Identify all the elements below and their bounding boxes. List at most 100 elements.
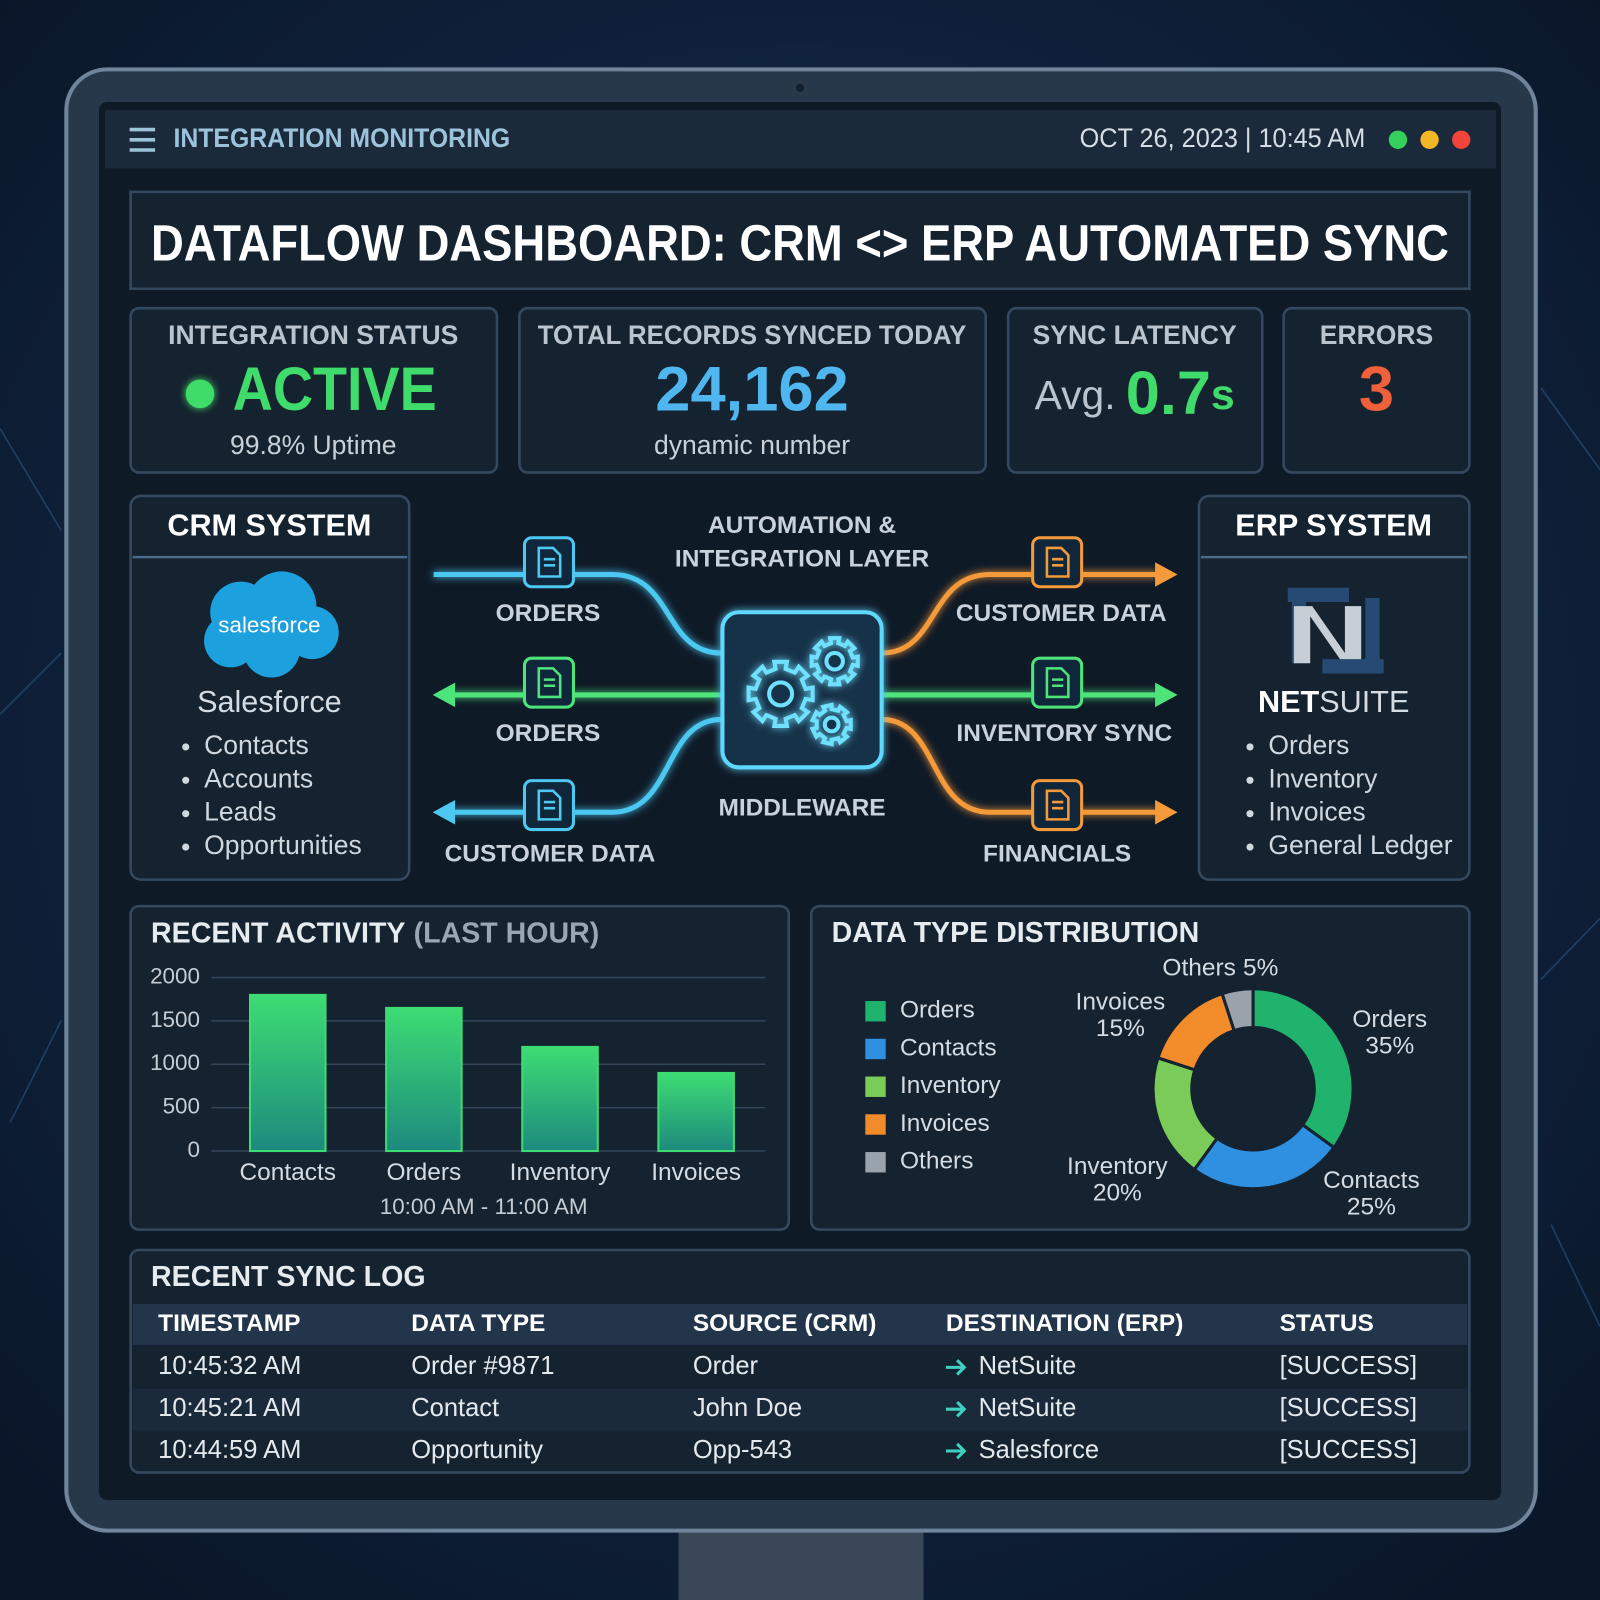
flow-icons [522, 536, 1084, 832]
kpi-card [1282, 306, 1471, 474]
camera [795, 83, 805, 92]
kpi-label: SYNC LATENCY [1033, 320, 1237, 350]
list-item: Orders [1268, 730, 1349, 760]
donut-segment [1251, 987, 1355, 1150]
gear [809, 702, 853, 747]
column-header: STATUS [1280, 1310, 1374, 1337]
name-rest: SUITE [1319, 685, 1409, 719]
legend-swatch[interactable] [865, 1152, 886, 1173]
bar [385, 1006, 463, 1153]
donut-chart: DATA TYPE DISTRIBUTION Orders Contacts Inve… [832, 917, 1428, 1220]
kpi-label: TOTAL RECORDS SYNCED TODAY [538, 320, 967, 350]
flow-icon [1031, 656, 1084, 709]
chart-subtitle: (LAST HOUR) [414, 917, 600, 949]
table-cell: Salesforce [979, 1436, 1099, 1464]
list-item: General Ledger [1268, 830, 1452, 860]
kpi-value-group: Avg. 0.7s [1035, 359, 1235, 427]
status-cell: [SUCCESS] [1280, 1394, 1417, 1422]
column-header: DESTINATION (ERP) [946, 1310, 1183, 1337]
decoration [0, 652, 62, 715]
flow-label: INVENTORY SYNC [956, 720, 1172, 747]
flow-icon-glyph [1045, 667, 1070, 699]
list-item: Accounts [204, 763, 313, 793]
list-item: Contacts [204, 730, 309, 760]
flow-arrowheads [432, 562, 1178, 825]
legend-swatch[interactable] [865, 1114, 886, 1135]
gears-icon [746, 636, 860, 747]
legend-swatch[interactable] [865, 1076, 886, 1097]
legend-swatch[interactable] [865, 1001, 886, 1022]
system-name: NETSUITE [1258, 685, 1409, 719]
slice-name: Others [1162, 955, 1235, 982]
table-cell: NetSuite [979, 1394, 1077, 1422]
bullet [1246, 743, 1254, 751]
y-tick-label: 1500 [150, 1007, 200, 1032]
x-axis-label: 10:00 AM - 11:00 AM [380, 1194, 588, 1219]
decoration [433, 571, 722, 656]
status-dot [185, 379, 215, 409]
table-cell: 10:45:21 AM [158, 1394, 301, 1422]
middleware-label: MIDDLEWARE [718, 795, 885, 822]
y-tick-label: 2000 [150, 963, 200, 988]
kpi-card [518, 306, 987, 474]
arrow-icon [945, 1359, 967, 1376]
title-panel [129, 190, 1471, 291]
bar [521, 1045, 599, 1153]
flow-icon [1031, 779, 1084, 832]
window-dot[interactable] [1452, 130, 1471, 149]
x-tick-label: Inventory [510, 1159, 611, 1186]
list-item: Leads [204, 797, 276, 827]
decoration [1155, 562, 1178, 587]
app-title: INTEGRATION MONITORING [173, 123, 510, 153]
window-dot[interactable] [1420, 130, 1439, 149]
window-dot[interactable] [1388, 130, 1408, 149]
list-item: Opportunities [204, 830, 362, 860]
table-cell: 10:45:32 AM [158, 1352, 301, 1380]
flow-label: ORDERS [496, 600, 601, 627]
flow-label: ORDERS [496, 720, 601, 747]
flow-icon [522, 536, 575, 589]
flow-icon-glyph [537, 667, 562, 699]
decoration [1155, 800, 1178, 825]
list-item: Inventory [1268, 763, 1378, 793]
flow-label: CUSTOMER DATA [445, 841, 656, 868]
decoration [1155, 682, 1178, 708]
kpi-label: ERRORS [1320, 320, 1433, 350]
bar [248, 993, 327, 1153]
bullet [1246, 843, 1254, 851]
salesforce-logo [204, 571, 339, 678]
network-decoration [0, 387, 1600, 1327]
table-cell: NetSuite [979, 1352, 1077, 1380]
kpi-unit: s [1211, 371, 1235, 419]
panel-title: ERP SYSTEM [1235, 509, 1432, 543]
flow-label: CUSTOMER DATA [956, 600, 1167, 627]
decoration [881, 571, 1159, 656]
table-cell: Contact [411, 1394, 499, 1422]
kpi-label: INTEGRATION STATUS [168, 320, 458, 350]
gear [809, 636, 860, 687]
bullet [182, 743, 190, 751]
legend-swatch[interactable] [865, 1038, 886, 1060]
flow-icon-glyph [537, 789, 562, 821]
bullet [182, 843, 190, 851]
decoration [0, 428, 62, 532]
column-header: SOURCE (CRM) [693, 1310, 877, 1337]
decoration [242, 620, 300, 678]
decoration [1322, 597, 1384, 674]
decoration [1550, 1224, 1600, 1327]
table-cell: Opp-543 [693, 1436, 792, 1464]
menu-icon[interactable] [129, 127, 156, 152]
kpi-value: 0.7 [1126, 359, 1211, 427]
chart-title: RECENT ACTIVITY (LAST HOUR) [151, 917, 599, 949]
arrow-icon [945, 1442, 967, 1460]
logo-text: salesforce [218, 612, 320, 637]
legend-label: Invoices [900, 1110, 990, 1137]
netsuite-logo [1287, 587, 1384, 674]
top-bar [105, 110, 1496, 169]
list-item: Invoices [1268, 797, 1365, 827]
slice-value: 15% [1096, 1015, 1145, 1042]
legend-label: Others [900, 1148, 973, 1175]
slice-label: Contacts [1323, 1167, 1420, 1194]
